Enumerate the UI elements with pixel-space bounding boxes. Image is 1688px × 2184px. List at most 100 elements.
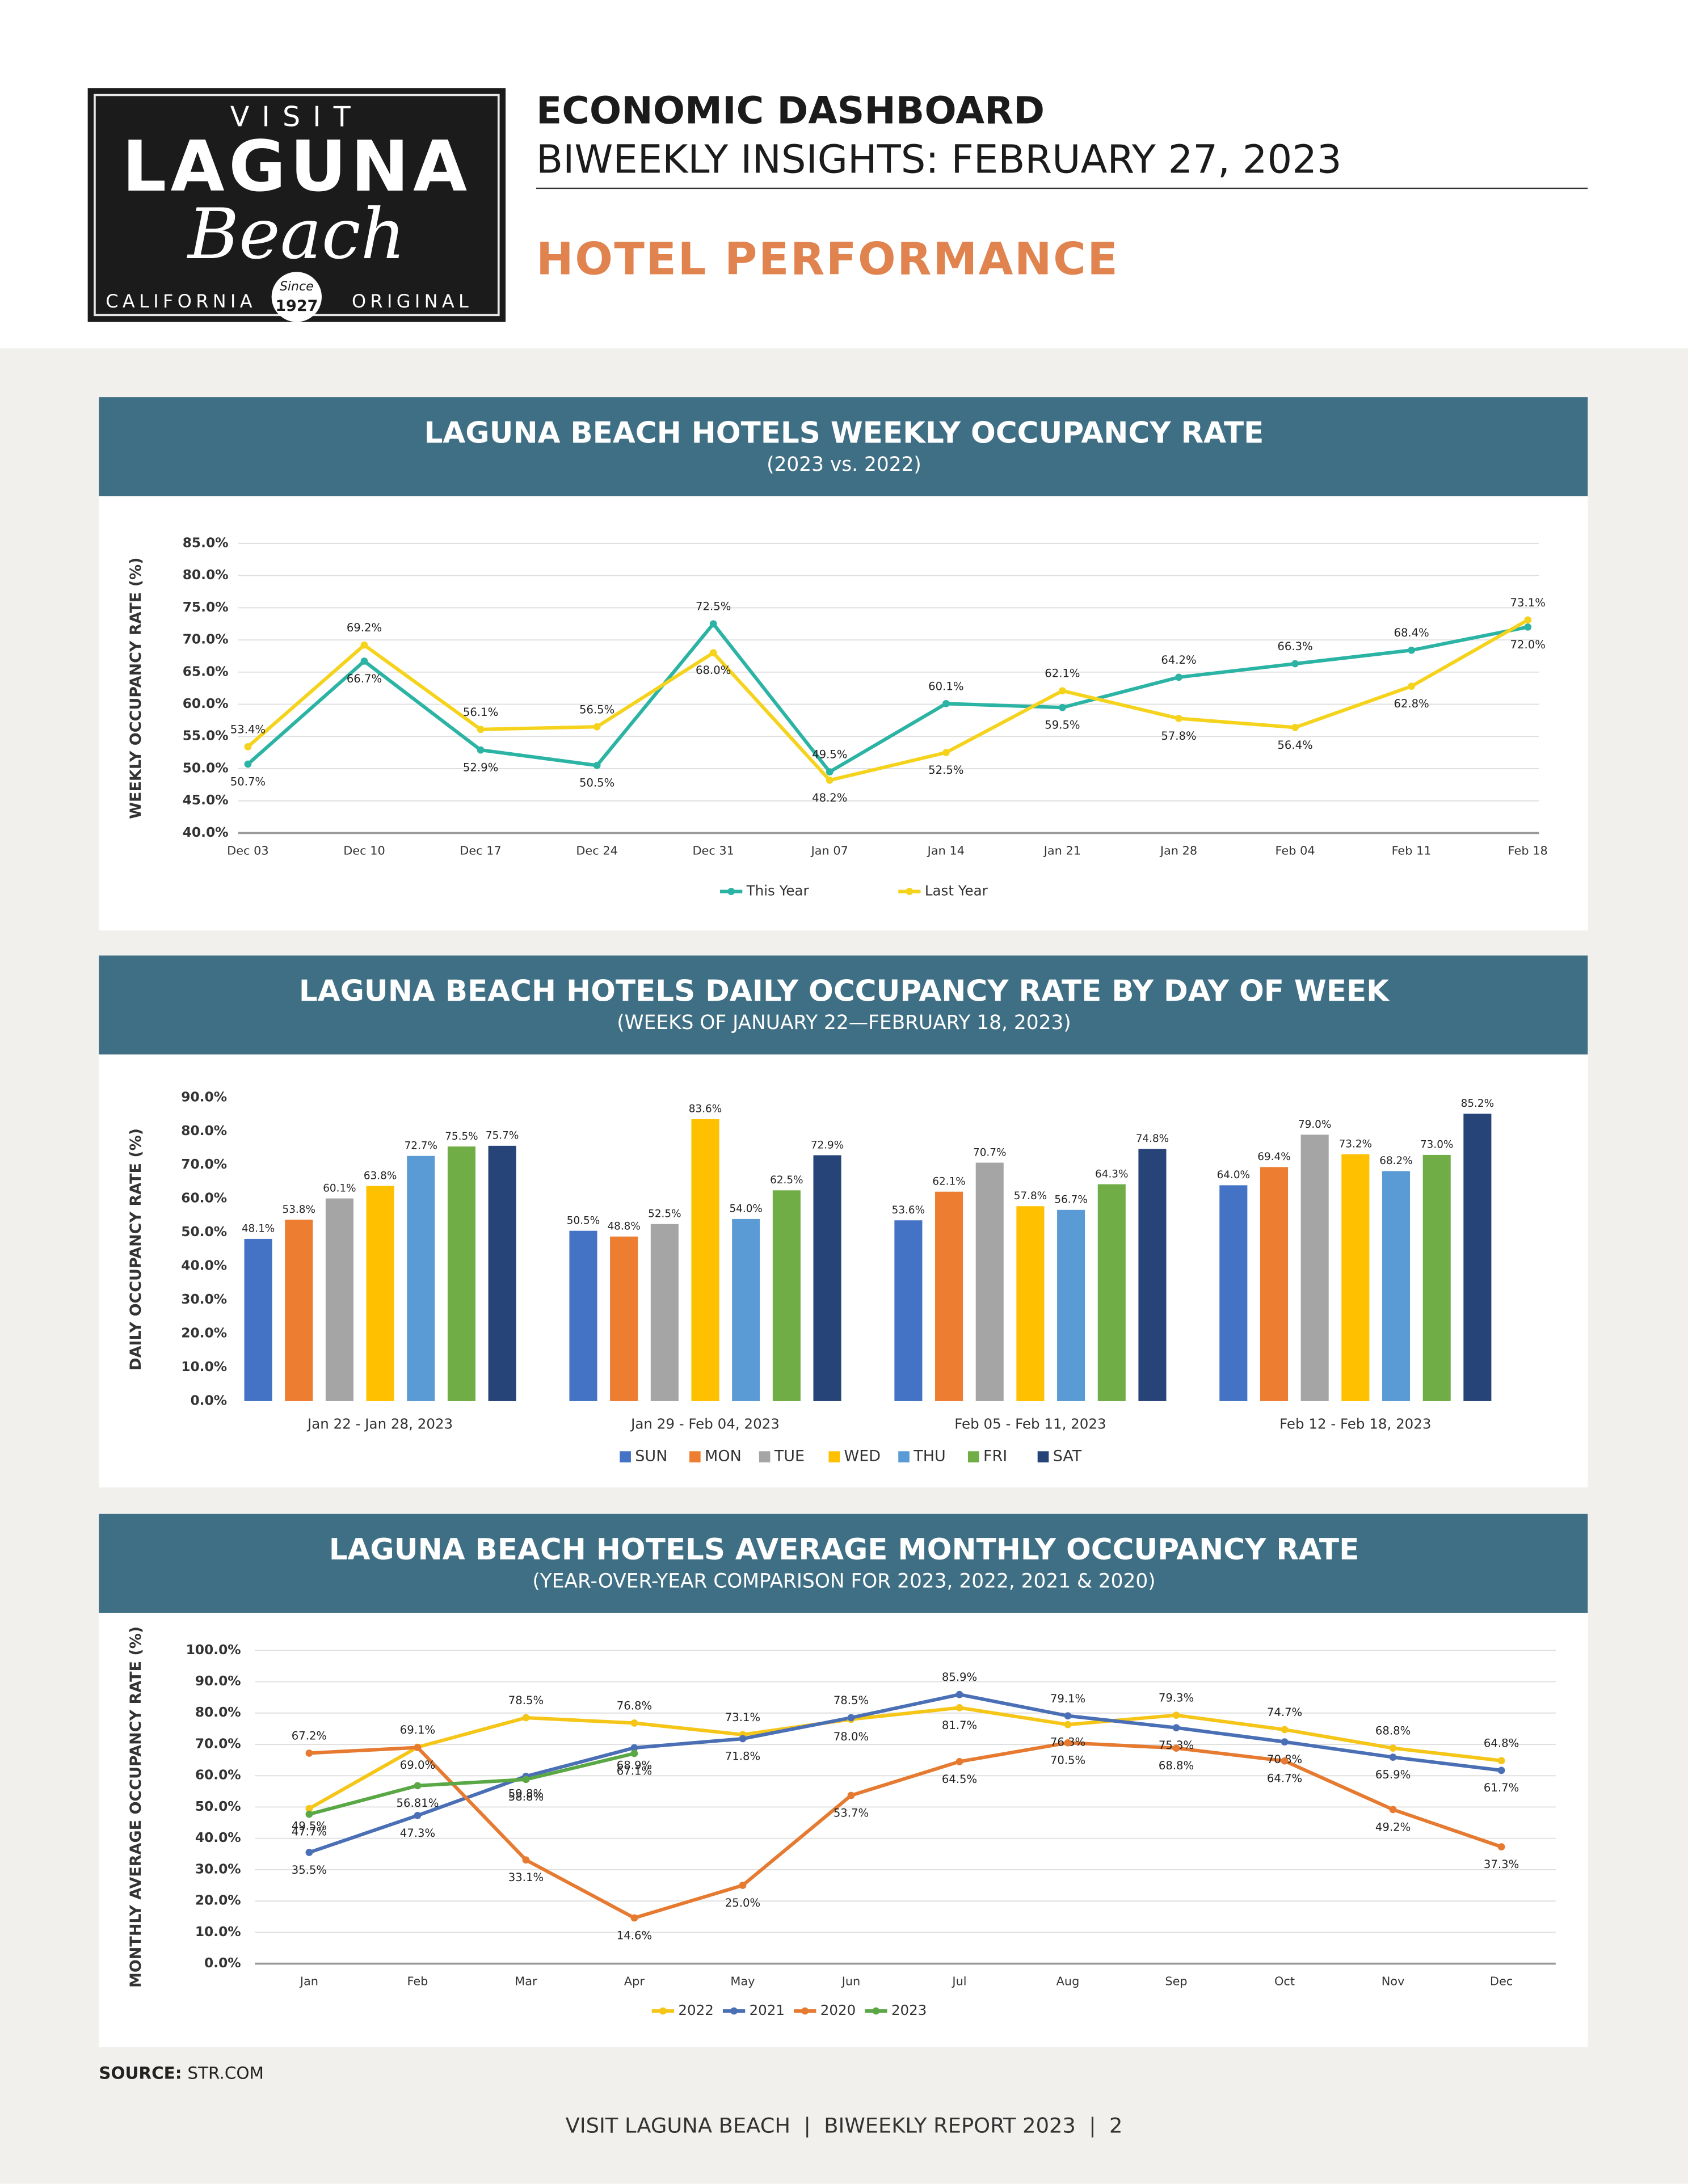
y-tick-label: 55.0% [183, 728, 229, 744]
bar [569, 1230, 597, 1401]
x-tick-label: Feb 12 - Feb 18, 2023 [1279, 1416, 1431, 1432]
legend-label: This Year [746, 883, 810, 899]
section-title: HOTEL PERFORMANCE [536, 233, 1119, 285]
value-label: 70.7% [973, 1146, 1006, 1158]
legend-marker [906, 888, 914, 895]
point-marker [955, 1704, 963, 1711]
value-label: 73.1% [1510, 596, 1546, 609]
bar [447, 1146, 476, 1401]
point-marker [414, 1744, 422, 1751]
value-label: 59.5% [1045, 719, 1080, 732]
value-label: 69.1% [400, 1723, 435, 1736]
point-marker [630, 1719, 638, 1727]
value-label: 73.2% [1339, 1139, 1372, 1150]
legend-label: 2020 [820, 2002, 856, 2018]
point-marker [1064, 1739, 1072, 1747]
legend-marker [730, 2007, 738, 2015]
value-label: 64.2% [1161, 653, 1196, 667]
value-label: 70.5% [1050, 1754, 1085, 1767]
point-marker [593, 761, 601, 769]
value-label: 47.7% [292, 1825, 327, 1839]
line-series [246, 618, 1529, 782]
legend-swatch [689, 1451, 701, 1462]
y-tick-label: 90.0% [195, 1673, 241, 1689]
x-tick-label: Mar [515, 1975, 537, 1988]
line-series [246, 621, 1529, 774]
legend-marker [801, 2007, 809, 2015]
y-tick-label: 80.0% [183, 567, 229, 583]
point-marker [826, 777, 834, 784]
y-tick-label: 50.0% [183, 760, 229, 775]
y-axis-title: DAILY OCCUPANCY RATE (%) [127, 1128, 145, 1371]
point-marker [522, 1856, 530, 1864]
legend-swatch [898, 1451, 910, 1462]
chart-panel [99, 496, 1588, 931]
source: SOURCE: STR.COM [99, 2063, 264, 2082]
value-label: 54.0% [729, 1203, 762, 1215]
x-tick-label: Jan 21 [1043, 844, 1081, 857]
legend-label: 2021 [750, 2002, 785, 2018]
logo-since: Since [280, 279, 314, 294]
legend-marker [872, 2007, 880, 2015]
y-tick-label: 30.0% [195, 1861, 241, 1877]
legend-label: 2022 [678, 2002, 713, 2018]
point-marker [522, 1714, 530, 1722]
bar [1057, 1209, 1085, 1401]
logo-original: ORIGINAL [352, 290, 473, 312]
bar [1341, 1154, 1370, 1401]
point-marker [847, 1791, 855, 1799]
point-marker [414, 1811, 422, 1819]
y-tick-label: 0.0% [190, 1393, 227, 1408]
x-tick-label: Dec 03 [227, 844, 269, 857]
y-tick-label: 45.0% [183, 792, 229, 808]
chart-header-band [99, 397, 1588, 496]
value-label: 50.7% [230, 775, 266, 788]
legend-swatch [759, 1451, 771, 1462]
legend-label: 2023 [891, 2002, 927, 2018]
value-label: 52.5% [648, 1208, 681, 1220]
x-tick-label: Jan 07 [810, 844, 848, 857]
point-marker [739, 1735, 747, 1743]
x-tick-label: Feb 11 [1392, 844, 1432, 857]
legend-swatch [828, 1451, 840, 1462]
x-tick-label: Nov [1382, 1975, 1405, 1988]
point-marker [244, 743, 252, 751]
value-label: 49.5% [292, 1820, 327, 1833]
point-marker [1064, 1712, 1072, 1720]
point-marker [522, 1776, 530, 1784]
x-tick-label: Jul [951, 1975, 966, 1988]
value-label: 64.7% [1267, 1772, 1302, 1785]
point-marker [1497, 1766, 1505, 1774]
value-label: 75.5% [445, 1131, 478, 1142]
value-label: 66.3% [1277, 640, 1312, 653]
chart-subtitle: (YEAR-OVER-YEAR COMPARISON FOR 2023, 202… [532, 1570, 1155, 1593]
value-label: 56.81% [397, 1797, 439, 1810]
point-marker [826, 768, 834, 776]
x-tick-label: Jan 28 [1159, 844, 1197, 857]
value-label: 49.5% [812, 748, 847, 761]
value-label: 53.4% [230, 723, 266, 736]
y-tick-label: 30.0% [181, 1292, 227, 1307]
value-label: 79.3% [1159, 1692, 1194, 1705]
legend-label: THU [913, 1448, 946, 1465]
legend-label: FRI [983, 1448, 1007, 1465]
bar [1300, 1135, 1329, 1401]
logo: VISIT LAGUNA Beach CALIFORNIA Since 1927… [87, 88, 506, 322]
y-tick-label: 20.0% [195, 1893, 241, 1908]
value-label: 64.3% [1095, 1168, 1128, 1180]
value-label: 67.2% [292, 1729, 327, 1742]
bar [691, 1119, 719, 1401]
chart-title: LAGUNA BEACH HOTELS DAILY OCCUPANCY RATE… [299, 975, 1390, 1009]
value-label: 71.8% [725, 1749, 760, 1763]
value-label: 50.5% [567, 1215, 600, 1226]
value-label: 56.1% [463, 706, 498, 719]
x-tick-label: Dec 10 [343, 844, 385, 857]
point-marker [1059, 687, 1066, 695]
value-label: 68.9% [617, 1759, 652, 1772]
line-series [309, 1752, 635, 1816]
source-text: STR.COM [187, 2063, 264, 2082]
legend-label: TUE [774, 1448, 805, 1465]
x-tick-label: Dec [1490, 1975, 1513, 1988]
bar [813, 1155, 841, 1401]
point-marker [1172, 1711, 1180, 1719]
